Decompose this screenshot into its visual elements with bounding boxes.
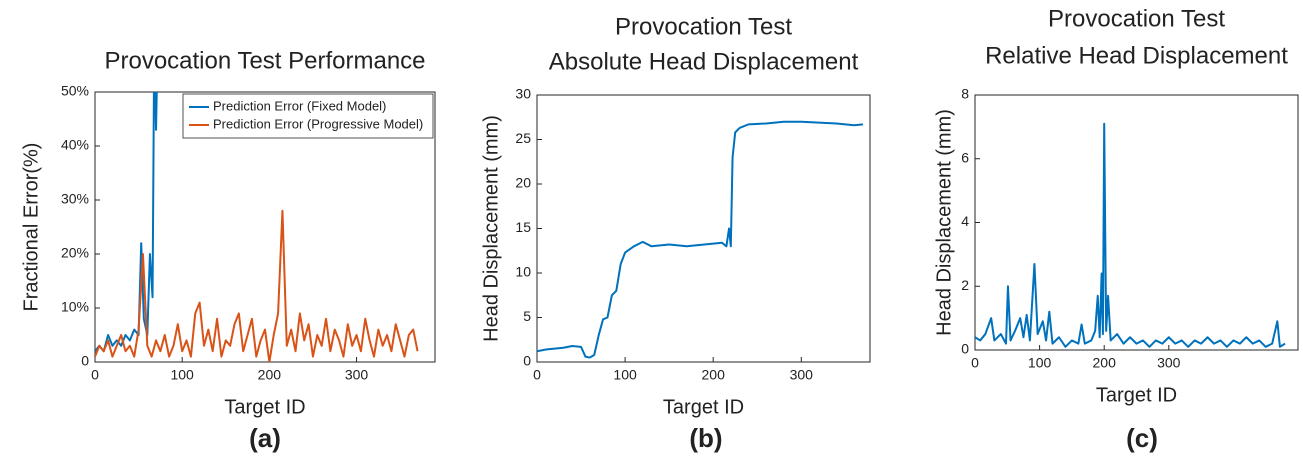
x-tick-label: 200 [258, 367, 282, 383]
y-tick-label: 8 [961, 86, 969, 102]
x-tick-label: 100 [170, 367, 194, 383]
data-line [95, 209, 419, 362]
x-tick-label: 0 [533, 367, 541, 383]
legend-box [182, 93, 434, 139]
x-axis-label: Target ID [224, 396, 305, 418]
y-tick-label: 15 [515, 219, 531, 235]
chart-title: Provocation Test [615, 13, 792, 40]
x-tick-label: 100 [613, 367, 637, 383]
x-tick-label: 0 [91, 367, 99, 383]
x-tick-label: 100 [1028, 355, 1052, 371]
chart-title: Provocation Test Performance [104, 47, 425, 74]
y-tick-label: 30% [61, 191, 89, 207]
y-tick-label: 30 [515, 86, 531, 102]
y-axis-label: Head Displacement (mm) [933, 109, 955, 336]
legend-label: Prediction Error (Fixed Model) [213, 98, 386, 113]
panel-label: (c) [1126, 423, 1158, 453]
y-tick-label: 5 [523, 308, 531, 324]
data-line [537, 120, 864, 359]
chart-subtitle: Relative Head Displacement [985, 42, 1288, 69]
chart-title: Provocation Test [1048, 5, 1225, 32]
x-tick-label: 300 [345, 367, 369, 383]
x-tick-label: 200 [702, 367, 726, 383]
x-tick-label: 300 [1157, 355, 1181, 371]
panel-label: (a) [249, 423, 281, 453]
y-tick-label: 40% [61, 137, 89, 153]
y-tick-label: 0 [81, 353, 89, 369]
y-tick-label: 2 [961, 277, 969, 293]
y-tick-label: 10 [515, 264, 531, 280]
panel-label: (b) [689, 423, 722, 453]
data-line [975, 122, 1286, 348]
x-tick-label: 200 [1093, 355, 1117, 371]
y-tick-label: 6 [961, 149, 969, 165]
x-tick-label: 0 [971, 355, 979, 371]
y-tick-label: 20% [61, 245, 89, 261]
axes-box [974, 94, 1299, 351]
legend-label: Prediction Error (Progressive Model) [213, 116, 423, 131]
chart-subtitle: Absolute Head Displacement [549, 48, 859, 75]
y-tick-label: 50% [61, 83, 89, 99]
y-tick-label: 0 [961, 341, 969, 357]
y-tick-label: 10% [61, 299, 89, 315]
y-tick-label: 4 [961, 213, 969, 229]
x-tick-label: 300 [790, 367, 814, 383]
x-axis-label: Target ID [1096, 384, 1177, 406]
legend: Prediction Error (Fixed Model) Prediction… [182, 93, 434, 139]
y-tick-label: 25 [515, 130, 531, 146]
axes-box [94, 91, 436, 363]
y-tick-label: 20 [515, 175, 531, 191]
y-axis-label: Head Displacement (mm) [480, 115, 502, 342]
data-line [95, 92, 158, 353]
y-tick-label: 0 [523, 353, 531, 369]
axes-box [536, 94, 871, 363]
x-axis-label: Target ID [663, 396, 744, 418]
y-axis-label: Fractional Error(%) [20, 143, 42, 312]
